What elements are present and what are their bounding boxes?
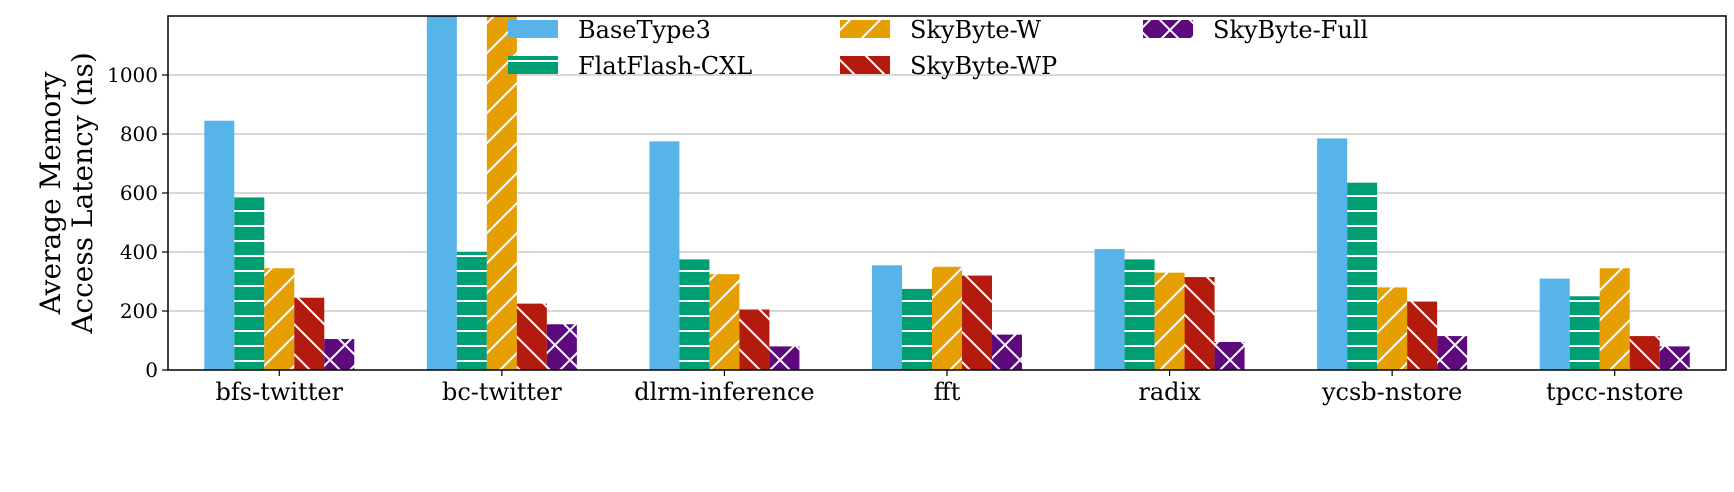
bar-FlatFlash-CXL-fft [902, 288, 932, 370]
bar-SkyByte-W-tpcc-nstore [1599, 268, 1630, 370]
x-tick-label: tpcc-nstore [1546, 378, 1684, 406]
legend-label-SkyByte-Full: SkyByte-Full [1213, 16, 1368, 44]
bar-SkyByte-Full-tpcc-nstore [1659, 346, 1690, 370]
legend-label-SkyByte-W: SkyByte-W [910, 16, 1041, 44]
bars [204, 16, 1690, 370]
legend-swatch-SkyByte-W [840, 20, 890, 38]
bar-BaseType3-fft [872, 265, 902, 370]
bar-SkyByte-Full-ycsb-nstore [1437, 336, 1468, 370]
y-axis-title-line: Average Memory [34, 71, 67, 315]
bar-SkyByte-Full-radix [1214, 341, 1245, 370]
bar-FlatFlash-CXL-ycsb-nstore [1347, 182, 1378, 370]
bar-SkyByte-Full-bc-twitter [546, 324, 577, 370]
bar-SkyByte-W-ycsb-nstore [1377, 287, 1408, 370]
bar-SkyByte-W-bc-twitter [486, 16, 517, 370]
bar-SkyByte-WP-bc-twitter [516, 303, 547, 370]
y-tick-label: 400 [120, 240, 158, 264]
bar-BaseType3-ycsb-nstore [1317, 138, 1348, 370]
bar-SkyByte-WP-radix [1184, 277, 1215, 370]
y-tick-label: 1000 [107, 63, 158, 87]
bar-BaseType3-dlrm-inference [649, 141, 680, 370]
bar-BaseType3-bc-twitter [426, 16, 457, 370]
x-tick-label: ycsb-nstore [1321, 378, 1462, 406]
bar-SkyByte-WP-fft [962, 275, 992, 370]
bar-FlatFlash-CXL-tpcc-nstore [1569, 296, 1600, 370]
bar-SkyByte-WP-bfs-twitter [294, 297, 325, 370]
x-tick-label: bfs-twitter [216, 378, 344, 406]
bar-SkyByte-W-radix [1154, 272, 1185, 370]
y-axis-title-line: Access Latency (ns) [66, 52, 99, 335]
bar-BaseType3-bfs-twitter [204, 120, 235, 370]
x-tick-label: bc-twitter [442, 378, 562, 406]
y-tick-label: 200 [120, 299, 158, 323]
bar-SkyByte-WP-dlrm-inference [739, 309, 770, 370]
legend-label-SkyByte-WP: SkyByte-WP [910, 52, 1057, 80]
bar-SkyByte-WP-ycsb-nstore [1407, 301, 1438, 370]
bar-SkyByte-Full-fft [992, 334, 1022, 370]
bar-FlatFlash-CXL-bc-twitter [456, 252, 487, 370]
bar-FlatFlash-CXL-bfs-twitter [234, 197, 265, 370]
bar-SkyByte-Full-dlrm-inference [769, 346, 800, 370]
y-tick-label: 0 [145, 358, 158, 382]
axes: 0 200 400 600 800 1000 bfs-twitter bc-twitter dl… [34, 15, 1727, 406]
x-tick-label: fft [934, 378, 961, 406]
legend-label-FlatFlash-CXL: FlatFlash-CXL [578, 52, 752, 80]
bar-BaseType3-tpcc-nstore [1539, 278, 1570, 370]
x-tick-label: dlrm-inference [634, 378, 814, 406]
bar-SkyByte-W-dlrm-inference [709, 274, 740, 370]
y-tick-label: 800 [120, 122, 158, 146]
bar-BaseType3-radix [1094, 249, 1125, 370]
legend-label-BaseType3: BaseType3 [578, 16, 711, 44]
legend: BaseType3 FlatFlash-CXL SkyByte-W SkyByte-W… [508, 16, 1368, 80]
legend-swatch-BaseType3 [508, 20, 558, 38]
bar-FlatFlash-CXL-radix [1124, 259, 1155, 370]
y-axis-title: Average MemoryAccess Latency (ns) [34, 52, 99, 335]
legend-swatch-SkyByte-WP [840, 56, 890, 74]
bar-SkyByte-W-bfs-twitter [264, 268, 295, 370]
bar-SkyByte-Full-bfs-twitter [324, 339, 355, 370]
y-tick-label: 600 [120, 181, 158, 205]
legend-swatch-FlatFlash-CXL [508, 56, 558, 74]
legend-swatch-SkyByte-Full [1143, 20, 1193, 38]
bar-SkyByte-WP-tpcc-nstore [1629, 336, 1660, 370]
bar-SkyByte-W-fft [932, 266, 962, 370]
x-tick-label: radix [1138, 378, 1201, 406]
bar-FlatFlash-CXL-dlrm-inference [679, 259, 710, 370]
